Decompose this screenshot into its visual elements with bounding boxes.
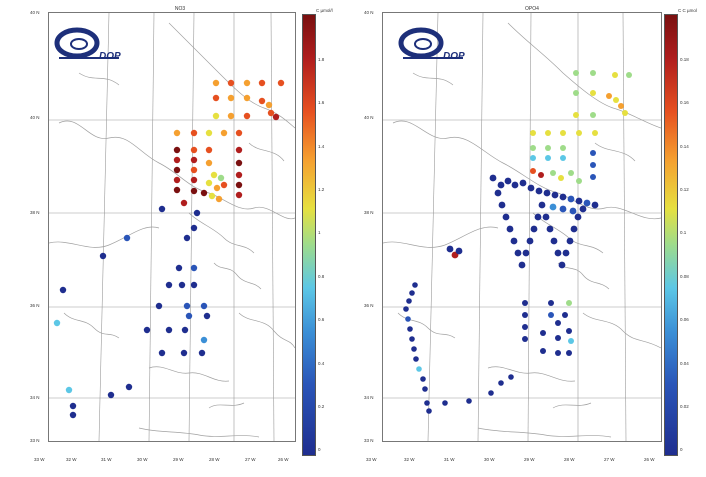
right-colorbar-unit: C C µmol [678,8,697,13]
left-lon-label: 27 W [245,457,256,462]
right-colorbar-tick: 0 [680,447,683,452]
left-colorbar-tick: 1.6 [318,100,325,105]
right-colorbar-tick: 0.06 [680,317,689,322]
left-grid [49,13,295,441]
right-lat-label: 40 N [364,10,374,15]
right-colorbar-tick: 0.14 [680,144,689,149]
left-lon-label: 31 W [101,457,112,462]
left-colorbar-tick: 0.2 [318,404,325,409]
right-colorbar-tick: 0.16 [680,100,689,105]
left-colorbar-tick: 1 [318,230,321,235]
right-colorbar [664,14,678,456]
right-map-panel: OPO4 [352,0,706,477]
right-colorbar-tick: 0.12 [680,187,689,192]
right-lat-label: 36 N [364,303,374,308]
left-points [53,79,285,419]
right-lon-label: 31 W [444,457,455,462]
right-logo-text: DOP [443,51,465,62]
left-lat-label: 40 N [30,10,40,15]
left-colorbar-tick: 0.6 [318,317,325,322]
right-contours [383,22,661,438]
right-lat-label: 34 N [364,395,374,400]
left-map-panel: NO3 [0,0,350,477]
right-logo [398,27,463,59]
left-lat-label: 40 N [30,115,40,120]
left-colorbar [302,14,316,456]
left-colorbar-tick: 0 [318,447,321,452]
left-lon-label: 29 W [173,457,184,462]
right-colorbar-tick: 0.18 [680,57,689,62]
left-colorbar-tick: 0.4 [318,361,325,366]
right-lon-label: 32 W [404,457,415,462]
right-lat-label: 33 N [364,438,374,443]
right-lon-label: 28 W [564,457,575,462]
left-contours [49,22,295,438]
left-colorbar-tick: 1.2 [318,187,325,192]
left-colorbar-tick: 1.4 [318,144,325,149]
left-colorbar-tick: 1.8 [318,57,325,62]
left-logo-text: DOP [99,51,121,62]
left-lon-label: 33 W [34,457,45,462]
right-map-frame: DOP [382,12,662,442]
right-lat-label: 40 N [364,115,374,120]
right-lat-label: 38 N [364,210,374,215]
right-lon-label: 30 W [484,457,495,462]
right-grid [383,13,661,441]
right-panel-title: OPO4 [525,6,539,12]
left-lat-label: 33 N [30,438,40,443]
left-lon-label: 28 W [209,457,220,462]
left-lat-label: 36 N [30,303,40,308]
left-colorbar-unit: C µmol/l [316,8,333,13]
right-colorbar-tick: 0.1 [680,230,687,235]
left-lon-label: 26 W [278,457,289,462]
left-lon-label: 30 W [137,457,148,462]
right-colorbar-tick: 0.02 [680,404,689,409]
right-lon-label: 27 W [604,457,615,462]
left-lon-label: 32 W [66,457,77,462]
left-logo [54,27,119,59]
right-colorbar-tick: 0.04 [680,361,689,366]
right-lon-label: 26 W [644,457,655,462]
left-map-frame: DOP [48,12,296,442]
left-map-svg: DOP [49,13,295,441]
right-points [403,70,632,414]
right-map-svg: DOP [383,13,661,441]
left-colorbar-tick: 0.8 [318,274,325,279]
right-lon-label: 29 W [524,457,535,462]
right-lon-label: 33 W [366,457,377,462]
right-colorbar-tick: 0.08 [680,274,689,279]
left-lat-label: 34 N [30,395,40,400]
left-panel-title: NO3 [174,6,186,12]
left-lat-label: 38 N [30,210,40,215]
